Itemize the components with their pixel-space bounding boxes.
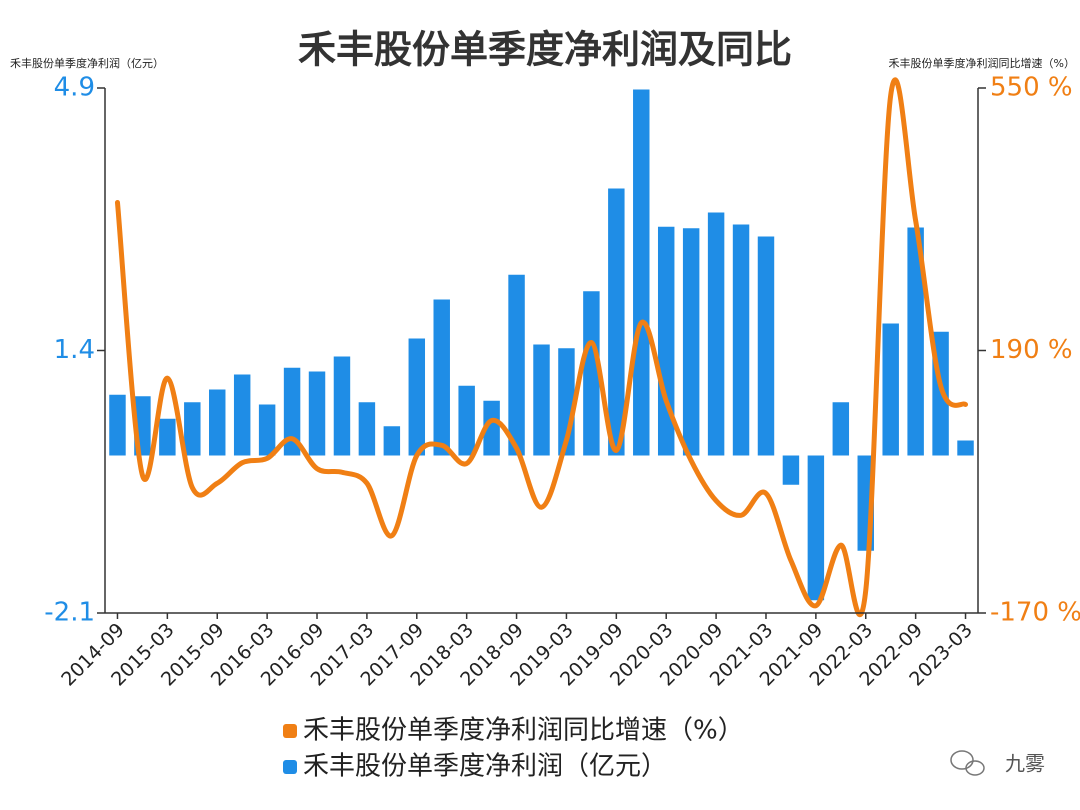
bar	[657, 226, 675, 456]
legend-swatch	[283, 760, 297, 774]
bar	[408, 338, 426, 456]
bar	[533, 344, 550, 456]
legend-swatch	[283, 724, 297, 738]
y-tick-label: -2.1	[44, 598, 95, 628]
bar	[159, 418, 176, 456]
bar	[184, 402, 201, 456]
y-tick-label: 1.4	[54, 335, 95, 365]
chart-title: 禾丰股份单季度净利润及同比	[298, 28, 792, 72]
bar	[233, 374, 251, 456]
bar	[707, 212, 725, 456]
bar	[258, 404, 276, 456]
y-tick-label: 4.9	[54, 73, 95, 103]
line	[114, 77, 969, 617]
bar	[333, 356, 351, 456]
legend-label: 禾丰股份单季度净利润（亿元）	[303, 752, 667, 782]
bar	[682, 228, 700, 456]
watermark-icon	[950, 750, 985, 776]
legend-label: 禾丰股份单季度净利润同比增速（%）	[303, 716, 744, 746]
bar	[308, 371, 326, 456]
bar	[109, 394, 126, 456]
y2-tick-label: 550 %	[990, 73, 1073, 103]
bar	[209, 389, 226, 456]
y2-tick-label: 190 %	[990, 335, 1073, 365]
bar	[957, 440, 974, 456]
bar	[907, 227, 924, 456]
bar	[608, 188, 625, 456]
bar	[383, 426, 401, 456]
bar	[757, 236, 775, 456]
bar	[633, 89, 650, 456]
bar	[807, 455, 825, 601]
bar	[782, 455, 800, 485]
bar	[433, 299, 450, 456]
bar	[458, 385, 475, 456]
bar	[832, 402, 850, 456]
bar	[882, 323, 899, 456]
y-axis-label: 禾丰股份单季度净利润（亿元）	[10, 56, 164, 70]
y2-axis-label: 禾丰股份单季度净利润同比增速（%）	[889, 56, 1075, 70]
y2-tick-label: -170 %	[990, 598, 1080, 628]
bar	[283, 367, 301, 456]
bar	[508, 274, 525, 456]
bar	[358, 402, 376, 456]
bar	[732, 224, 750, 456]
bar	[483, 400, 500, 456]
watermark: 九雾	[1005, 752, 1045, 776]
bar	[583, 291, 600, 456]
